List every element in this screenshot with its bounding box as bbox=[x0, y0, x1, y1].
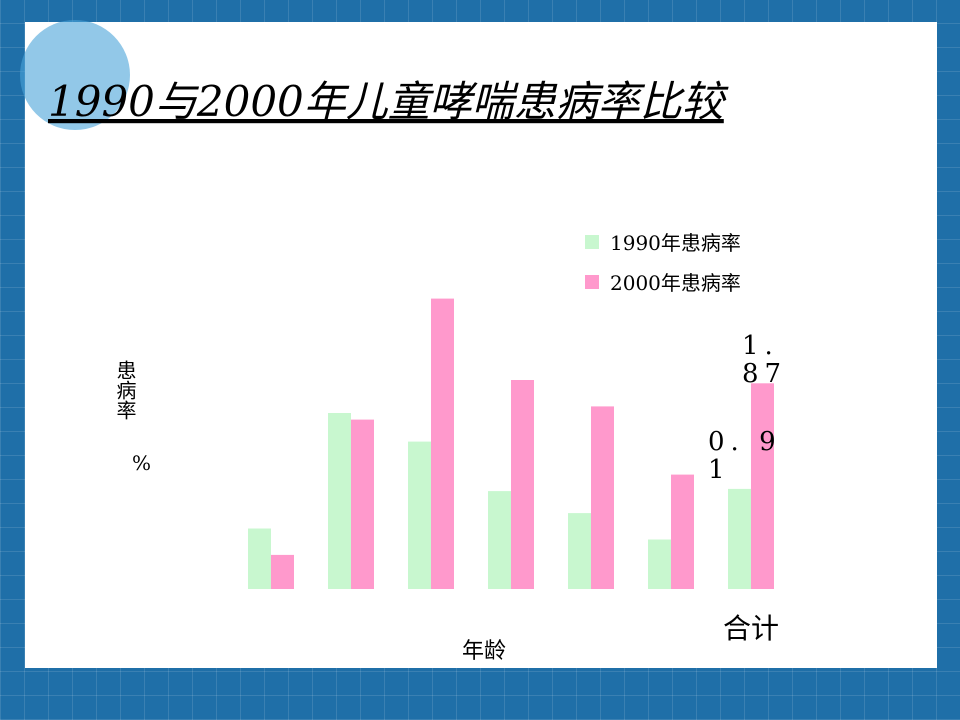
bar bbox=[648, 539, 671, 589]
decoration bbox=[20, 20, 130, 130]
x-tick-label: 合计 bbox=[723, 612, 779, 645]
bar bbox=[271, 554, 294, 589]
bar bbox=[328, 413, 351, 589]
y-axis-unit: % bbox=[132, 451, 151, 475]
bar bbox=[408, 441, 431, 589]
legend-label: 2000年患病率 bbox=[610, 271, 741, 295]
bar bbox=[488, 491, 511, 589]
bar bbox=[591, 406, 614, 589]
chart-title: 1990与2000年儿童哮喘患病率比较 bbox=[48, 77, 729, 126]
bar bbox=[248, 528, 271, 589]
legend-swatch bbox=[585, 235, 599, 249]
legend-swatch bbox=[585, 275, 599, 289]
slide-panel bbox=[25, 22, 937, 668]
bar bbox=[431, 298, 454, 589]
bar bbox=[751, 383, 774, 589]
bar bbox=[728, 488, 751, 589]
bar bbox=[568, 513, 591, 589]
x-axis-label: 年龄 bbox=[462, 639, 506, 664]
legend-label: 1990年患病率 bbox=[610, 231, 741, 255]
bar bbox=[671, 474, 694, 589]
bar bbox=[511, 380, 534, 589]
value-label: 0. 91 bbox=[708, 427, 782, 485]
y-axis-label: 患病率 bbox=[113, 360, 137, 420]
value-label: 1. 87 bbox=[742, 331, 788, 389]
bar bbox=[351, 419, 374, 589]
